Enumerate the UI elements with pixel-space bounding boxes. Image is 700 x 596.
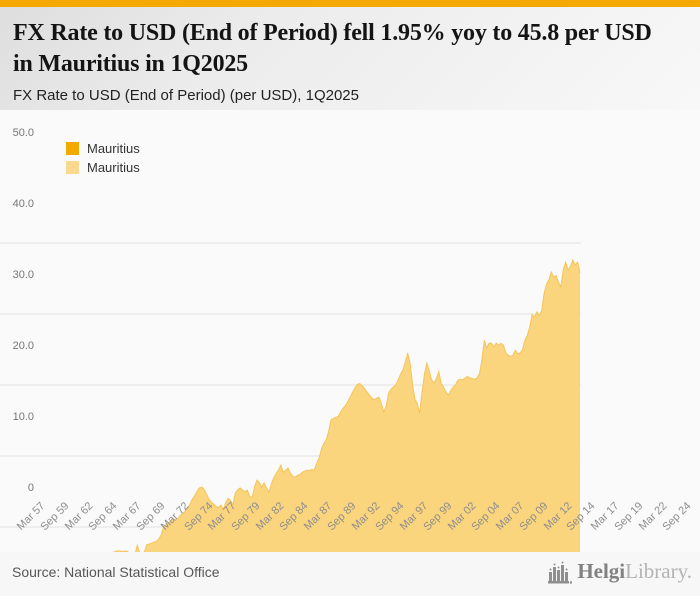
page-subtitle: FX Rate to USD (End of Period) (per USD)… [13,87,359,104]
chart-legend: Mauritius Mauritius [66,139,140,177]
chart-area-series [112,258,581,552]
chart-plot-region [0,110,700,552]
legend-item: Mauritius [66,158,140,176]
y-axis-tick-label: 10.0 [12,411,34,423]
logo-text-helgi: Helgi [577,558,626,583]
legend-item: Mauritius [66,139,140,157]
page-title: FX Rate to USD (End of Period) fell 1.95… [13,20,652,77]
logo-text-library: Library. [625,558,692,583]
legend-label: Mauritius [87,140,140,156]
helgi-library-logo: Helgi Library. [548,556,692,586]
brand-accent-bar [0,0,700,7]
y-axis-tick-label: 0 [27,482,34,494]
y-axis-tick-label: 50.0 [12,127,34,139]
y-axis-tick-label: 40.0 [12,198,34,210]
footer: Source: National Statistical Office [0,552,700,596]
source-note: Source: National Statistical Office [12,564,220,580]
helgi-logo-icon [548,561,573,584]
legend-swatch [66,160,79,174]
y-axis-tick-label: 20.0 [12,340,34,352]
legend-swatch [66,141,79,155]
fx-rate-area-chart [0,242,581,552]
legend-label: Mauritius [87,159,140,175]
chart-header: FX Rate to USD (End of Period) fell 1.95… [0,7,700,110]
y-axis-tick-label: 30.0 [12,269,34,281]
